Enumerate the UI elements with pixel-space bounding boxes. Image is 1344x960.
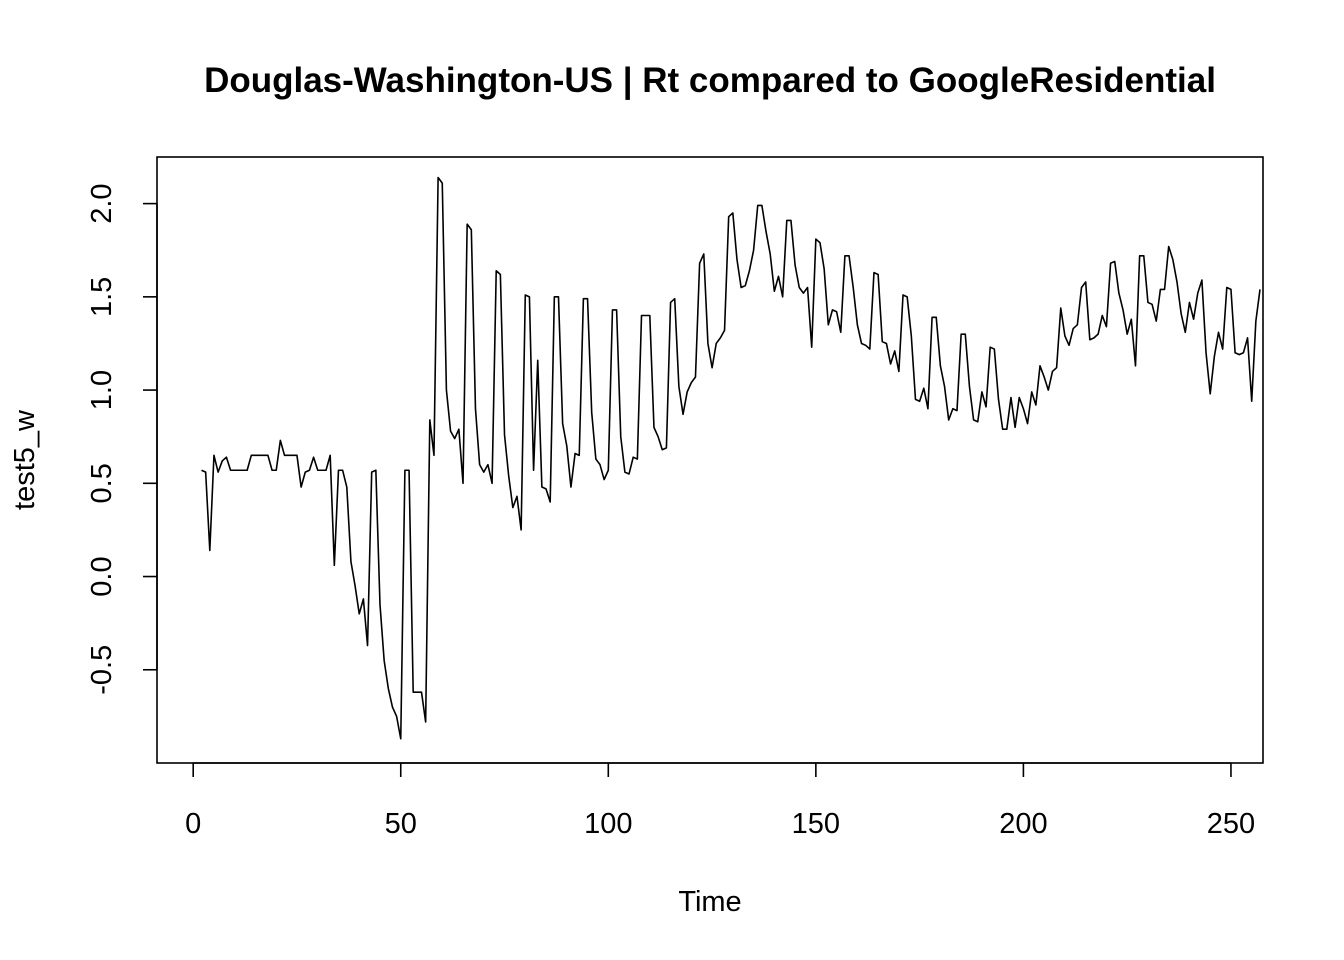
series-line bbox=[201, 176, 1261, 740]
y-axis: -0.5 0.0 0.5 1.0 1.5 2.0 bbox=[86, 183, 158, 695]
y-tick-label: 1.5 bbox=[86, 277, 118, 317]
x-tick-label: 0 bbox=[185, 808, 201, 840]
y-tick-label: -0.5 bbox=[86, 645, 118, 695]
y-tick-label: 0.0 bbox=[86, 556, 118, 596]
chart-title: Douglas-Washington-US | Rt compared to G… bbox=[204, 61, 1216, 100]
y-tick-label: 0.5 bbox=[86, 463, 118, 503]
y-tick-label: 1.0 bbox=[86, 370, 118, 410]
x-tick-label: 250 bbox=[1207, 808, 1255, 840]
y-tick-label: 2.0 bbox=[86, 183, 118, 223]
x-tick-label: 200 bbox=[999, 808, 1047, 840]
x-axis: 0 50 100 150 200 250 bbox=[185, 762, 1255, 840]
x-tick-label: 100 bbox=[584, 808, 632, 840]
plot-frame bbox=[156, 156, 1264, 764]
x-axis-label: Time bbox=[678, 886, 741, 918]
y-axis-label: test5_w bbox=[9, 409, 41, 510]
x-tick-label: 150 bbox=[792, 808, 840, 840]
x-tick-label: 50 bbox=[385, 808, 417, 840]
